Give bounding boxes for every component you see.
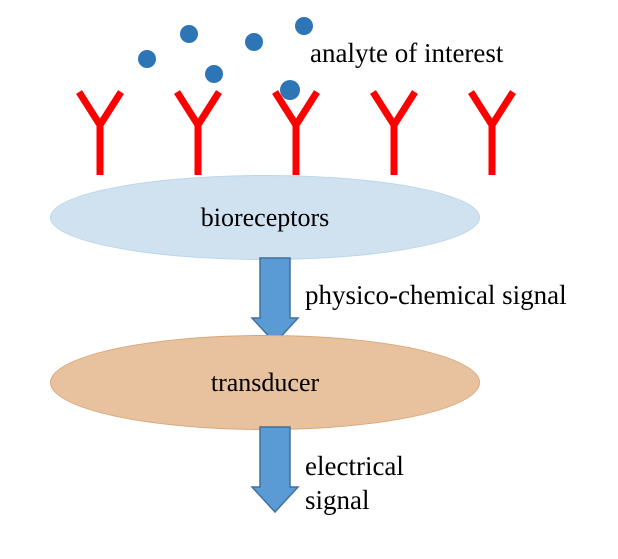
receptor-y-icon <box>271 90 321 175</box>
receptor-y-icon <box>173 90 223 175</box>
diagram-container: analyte of interest bioreceptors physico… <box>0 0 618 559</box>
bioreceptors-label: bioreceptors <box>201 203 330 233</box>
transducer-layer: transducer <box>50 335 480 430</box>
electrical-label-line2: signal <box>305 484 404 518</box>
receptor-y-icon <box>369 90 419 175</box>
analyte-dot <box>180 25 198 43</box>
arrow-down-2 <box>250 425 300 520</box>
receptor-y-icon <box>467 90 517 175</box>
arrow-down-icon <box>250 256 300 346</box>
analyte-dot <box>138 50 156 68</box>
analyte-dot <box>205 65 223 83</box>
receptor-y-icon <box>75 90 125 175</box>
electrical-signal-label: electrical signal <box>305 450 404 518</box>
transducer-label: transducer <box>211 368 319 398</box>
bioreceptors-layer: bioreceptors <box>50 175 480 260</box>
receptors-row <box>75 90 517 175</box>
physico-chemical-label: physico-chemical signal <box>305 280 567 311</box>
electrical-label-line1: electrical <box>305 450 404 484</box>
arrow-down-icon <box>250 425 300 515</box>
analyte-dot <box>245 33 263 51</box>
analyte-dot <box>295 17 313 35</box>
analyte-label: analyte of interest <box>310 38 503 69</box>
